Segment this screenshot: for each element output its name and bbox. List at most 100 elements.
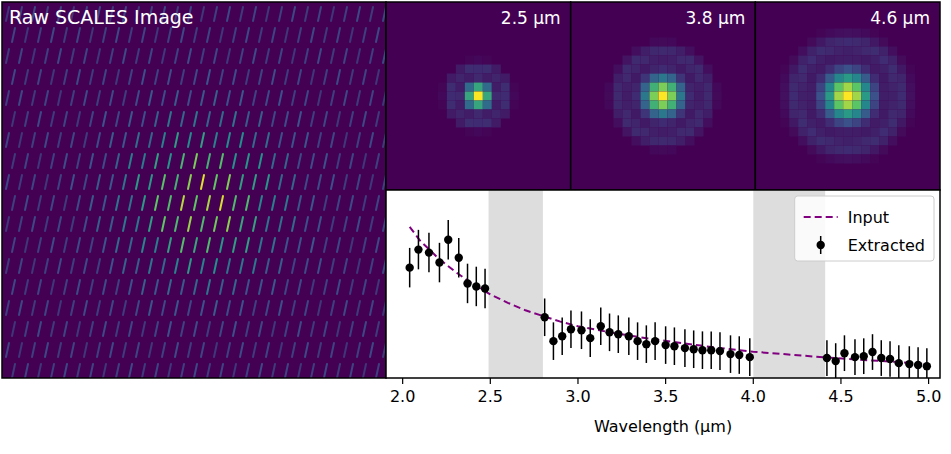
detector-streak [350, 70, 353, 84]
detector-streak [227, 133, 230, 147]
detector-streak [175, 91, 178, 105]
data-point [746, 353, 754, 361]
detector-streak [194, 112, 197, 126]
psf-pixel [668, 38, 677, 47]
legend-box [795, 196, 934, 261]
psf-pixel [465, 83, 474, 92]
detector-streak [77, 70, 80, 84]
detector-streak [19, 217, 22, 231]
detector-streak [285, 322, 288, 336]
detector-streak [266, 343, 269, 357]
psf-pixel [605, 83, 614, 92]
detector-streak [233, 196, 236, 210]
detector-streak [45, 217, 48, 231]
detector-streak [71, 49, 74, 63]
psf-pixel [686, 56, 695, 65]
detector-streak [123, 217, 126, 231]
psf-pixel [483, 119, 492, 128]
detector-streak [214, 7, 217, 21]
detector-streak [58, 259, 61, 273]
psf-pixel [843, 137, 852, 146]
psf-pixel [906, 65, 915, 74]
detector-streak [175, 343, 178, 357]
psf-pixel [510, 101, 519, 110]
psf-pixel [501, 101, 510, 110]
psf-pixel [650, 38, 659, 47]
psf-pixel [659, 38, 668, 47]
detector-streak [64, 364, 67, 378]
detector-streak [370, 49, 373, 63]
psf-image [605, 38, 722, 155]
detector-streak [370, 259, 373, 273]
x-tick-label: 5.0 [916, 387, 941, 406]
psf-pixel [861, 119, 870, 128]
psf-label: 3.8 μm [686, 8, 746, 28]
detector-streak [370, 133, 373, 147]
psf-background [755, 2, 940, 190]
detector-streak [25, 154, 28, 168]
data-point [651, 337, 659, 345]
detector-streak [220, 364, 223, 378]
data-point [435, 258, 443, 266]
psf-pixel [798, 137, 807, 146]
psf-pixel [474, 110, 483, 119]
psf-pixel [897, 110, 906, 119]
detector-streak [90, 28, 93, 42]
detector-streak [45, 175, 48, 189]
psf-pixel [861, 29, 870, 38]
detector-streak [38, 112, 41, 126]
detector-streak [259, 238, 262, 252]
detector-streak [363, 364, 366, 378]
detector-streak [376, 238, 379, 252]
psf-pixel [456, 74, 465, 83]
psf-pixel [870, 110, 879, 119]
detector-streak [149, 301, 152, 315]
detector-streak [129, 280, 132, 294]
psf-pixel [906, 83, 915, 92]
psf-pixel [447, 110, 456, 119]
psf-pixel [843, 101, 852, 110]
detector-streak [324, 70, 327, 84]
detector-streak [220, 280, 223, 294]
psf-pixel [641, 119, 650, 128]
psf-pixel [659, 83, 668, 92]
psf-pixel [483, 83, 492, 92]
detector-streak [116, 238, 119, 252]
psf-pixel [825, 38, 834, 47]
detector-streak [25, 70, 28, 84]
psf-pixel [474, 65, 483, 74]
psf-pixel [852, 29, 861, 38]
detector-streak [233, 28, 236, 42]
data-point [823, 354, 831, 362]
detector-streak [370, 175, 373, 189]
detector-streak [207, 238, 210, 252]
data-point [642, 340, 650, 348]
detector-streak [305, 259, 308, 273]
data-point [860, 352, 868, 360]
psf-pixel [825, 56, 834, 65]
psf-pixel [843, 74, 852, 83]
detector-streak [344, 7, 347, 21]
detector-streak [136, 217, 139, 231]
detector-streak [38, 196, 41, 210]
detector-streak [181, 154, 184, 168]
psf-pixel [695, 74, 704, 83]
x-tick-label: 3.0 [565, 387, 590, 406]
psf-pixel [888, 83, 897, 92]
detector-streak [311, 70, 314, 84]
psf-pixel [456, 92, 465, 101]
psf-pixel [483, 56, 492, 65]
psf-pixel [474, 83, 483, 92]
detector-streak [64, 70, 67, 84]
detector-streak [357, 49, 360, 63]
detector-streak [370, 91, 373, 105]
detector-streak [110, 301, 113, 315]
psf-pixel [668, 74, 677, 83]
psf-pixel [852, 47, 861, 56]
detector-streak [240, 301, 243, 315]
psf-pixel [695, 110, 704, 119]
psf-pixel [816, 146, 825, 155]
detector-streak [155, 28, 158, 42]
detector-streak [253, 217, 256, 231]
psf-pixel [825, 137, 834, 146]
